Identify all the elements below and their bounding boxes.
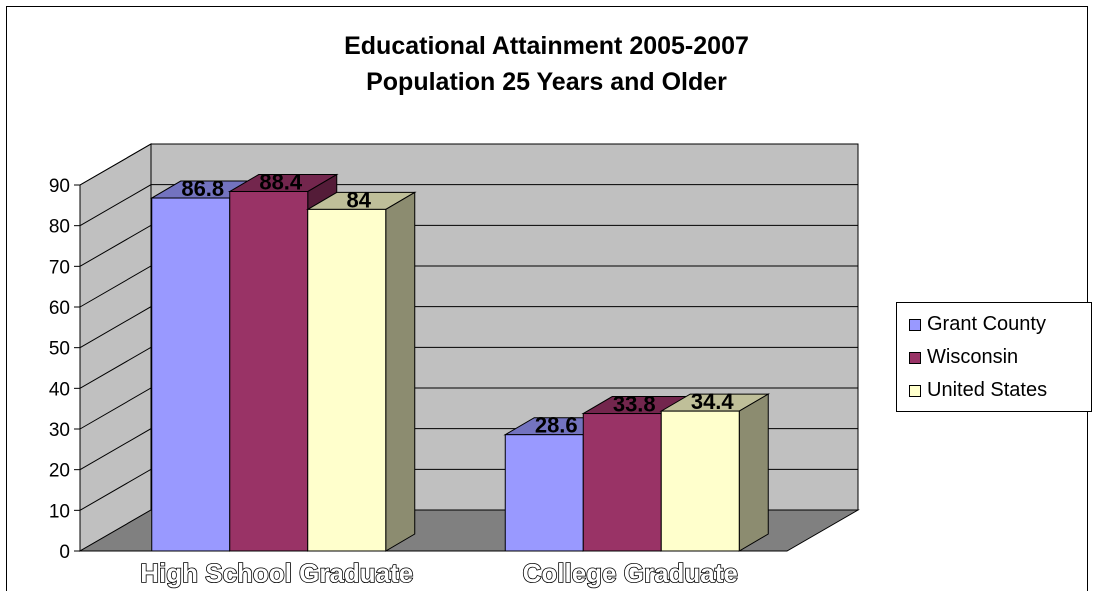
legend-swatch <box>909 384 921 397</box>
y-tick-label: 70 <box>49 257 70 278</box>
y-tick-label: 10 <box>49 501 70 522</box>
chart-title: Educational Attainment 2005-2007 Populat… <box>0 28 1093 100</box>
bar-front <box>229 191 309 552</box>
legend-swatch <box>909 318 921 331</box>
legend-label: Grant County <box>927 313 1046 335</box>
bar-front <box>307 208 387 552</box>
x-axis: High School Graduate College Graduate <box>139 557 738 589</box>
y-tick-label: 40 <box>49 379 70 400</box>
y-tick-label: 90 <box>49 176 70 197</box>
data-label: 84 <box>347 187 372 212</box>
gridline <box>79 306 858 349</box>
data-label: 34.4 <box>691 389 735 414</box>
data-label: 86.8 <box>181 176 224 201</box>
y-tick-label: 30 <box>49 420 70 441</box>
x-tick-label: High School Graduate <box>140 558 413 588</box>
legend-item: Wisconsin <box>909 341 1091 374</box>
x-tick-label: College Graduate <box>523 558 738 588</box>
legend-label: Wisconsin <box>927 346 1019 368</box>
y-tick-label: 20 <box>49 461 70 482</box>
y-tick-label: 0 <box>59 542 70 563</box>
bar-wisconsin <box>581 395 693 552</box>
gridline <box>79 387 858 430</box>
y-tick-label: 60 <box>49 298 70 319</box>
chart-legend: Grant County Wisconsin United States <box>896 302 1092 412</box>
data-label: 33.8 <box>613 392 656 417</box>
data-label: 88.4 <box>259 170 303 195</box>
chart-title-line-1: Educational Attainment 2005-2007 <box>344 32 749 60</box>
gridline <box>79 265 858 308</box>
legend-label: United States <box>927 379 1048 401</box>
gridline <box>79 184 858 227</box>
bar-front <box>151 197 231 552</box>
chart-bars <box>149 173 771 552</box>
y-tick-label: 80 <box>49 217 70 238</box>
data-labels: 86.8 88.4 84 28.6 33.8 34.4 <box>181 170 734 438</box>
gridline <box>79 224 858 267</box>
bar-front <box>504 434 584 552</box>
bar-front <box>582 413 662 552</box>
bar-side <box>385 191 416 552</box>
bar-united-states <box>305 191 417 552</box>
bar-front <box>660 410 740 552</box>
y-axis: 0 10 20 30 40 50 60 70 80 90 <box>49 176 81 563</box>
legend-item: Grant County <box>909 308 1091 341</box>
legend-item: United States <box>909 374 1091 407</box>
legend-swatch <box>909 351 921 364</box>
gridline <box>79 143 858 186</box>
y-tick-label: 50 <box>49 339 70 360</box>
chart-gridlines <box>79 143 858 511</box>
gridline <box>79 346 858 389</box>
bar-side <box>738 393 769 552</box>
bar-united-states <box>659 393 771 552</box>
chart-title-line-2: Population 25 Years and Older <box>366 68 727 96</box>
data-label: 28.6 <box>535 413 578 438</box>
